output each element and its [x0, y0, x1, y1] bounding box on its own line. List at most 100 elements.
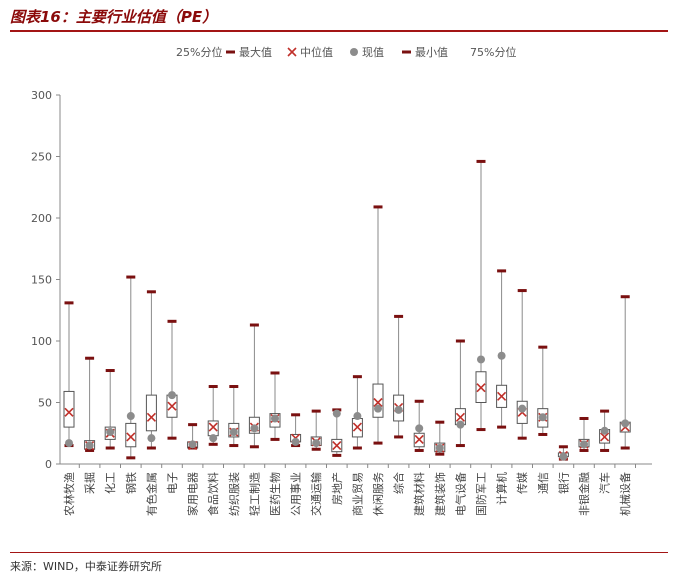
max-cap [620, 295, 630, 299]
current-value-dot [600, 426, 609, 435]
legend-label-current: 现值 [362, 46, 384, 59]
x-category-label: 非银金融 [577, 472, 591, 516]
min-cap [105, 446, 115, 450]
median-marker [126, 432, 136, 442]
iqr-box [145, 394, 157, 432]
x-category-label: 机械设备 [618, 472, 632, 516]
x-category-label: 家用电器 [186, 472, 200, 516]
current-value-dot [456, 420, 465, 429]
max-cap [249, 323, 259, 327]
min-cap [167, 436, 177, 440]
median-marker [208, 422, 218, 432]
max-cap [394, 314, 404, 318]
max-cap [600, 409, 610, 413]
x-category-label: 商业贸易 [350, 472, 364, 516]
chart-legend: 25%分位 最大值 中位值 现值 最小值 75%分位 [176, 45, 516, 59]
median-marker [373, 397, 383, 408]
max-cap [188, 423, 198, 427]
y-tick-label: 100 [31, 335, 52, 348]
max-cap [105, 369, 115, 373]
max-cap [435, 420, 445, 424]
x-category-label: 钢铁 [125, 472, 138, 494]
x-category-label: 建筑装饰 [433, 472, 447, 516]
current-value-dot [147, 434, 156, 443]
y-tick-label: 300 [31, 89, 52, 102]
min-cap [146, 446, 156, 450]
x-category-label: 有色金属 [144, 472, 158, 516]
median-marker [167, 401, 177, 411]
min-cap [455, 444, 465, 448]
x-category-label: 轻工制造 [247, 472, 261, 516]
x-category-label: 房地产 [330, 472, 344, 505]
y-tick-label: 0 [45, 458, 52, 471]
legend-current-symbol [350, 48, 358, 56]
max-cap [64, 301, 74, 305]
max-cap [476, 159, 486, 163]
current-value-dot [415, 424, 424, 433]
current-value-dot [518, 404, 527, 413]
chart-title: 图表16：主要行业估值（PE） [10, 8, 218, 26]
median-marker [64, 407, 74, 417]
y-tick-label: 50 [38, 397, 52, 410]
current-value-dot [353, 412, 362, 421]
current-value-dot [477, 355, 485, 364]
x-category-label: 综合 [392, 472, 406, 494]
x-category-label: 国防军工 [474, 472, 488, 516]
max-cap [291, 413, 301, 417]
min-cap [85, 448, 95, 452]
current-value-dot [250, 424, 259, 433]
max-cap [497, 269, 507, 273]
min-cap [517, 436, 527, 440]
legend-median-symbol [287, 47, 297, 57]
median-marker [352, 422, 362, 432]
title-rule [10, 30, 668, 32]
x-category-label: 电气设备 [453, 472, 467, 516]
min-cap [208, 442, 218, 446]
max-cap [579, 416, 589, 420]
iqr-box [125, 422, 137, 448]
y-tick-label: 200 [31, 212, 52, 225]
min-cap [600, 448, 610, 452]
current-value-dot [332, 409, 341, 418]
median-marker [497, 391, 507, 401]
current-value-dot [497, 351, 506, 360]
max-cap [538, 345, 548, 349]
x-category-label: 医药生物 [268, 472, 282, 516]
legend-label-q3: 75%分位 [470, 45, 516, 59]
min-cap [435, 452, 445, 456]
x-category-label: 采掘 [83, 472, 97, 494]
current-value-dot [168, 391, 176, 400]
x-category-label: 通信 [537, 472, 550, 494]
legend-label-min: 最小值 [415, 46, 448, 59]
current-value-dot [621, 419, 630, 428]
median-marker [414, 434, 424, 444]
max-cap [373, 205, 383, 209]
max-cap [126, 275, 136, 279]
current-value-dot [188, 440, 197, 449]
min-cap [126, 456, 136, 460]
iqr-box [63, 390, 75, 428]
max-cap [558, 445, 568, 449]
current-value-dot [85, 441, 94, 450]
max-cap [414, 399, 424, 403]
min-cap [332, 453, 342, 457]
axes: 0 50 100 150 200 250 300 农林牧渔 采掘 化工 钢铁 有色金属 电子 家用电器 食品… [31, 89, 652, 516]
max-cap [229, 385, 239, 389]
min-cap [352, 446, 362, 450]
min-cap [579, 448, 589, 452]
current-value-dot [271, 414, 279, 423]
y-tick-label: 250 [31, 151, 52, 164]
x-category-label: 化工 [103, 472, 117, 494]
max-cap [208, 385, 218, 389]
median-marker [146, 412, 156, 422]
median-marker [476, 383, 486, 393]
iqr-box [372, 383, 384, 418]
source-rule [10, 552, 668, 553]
current-value-dot [374, 404, 382, 413]
current-value-dot [106, 428, 115, 437]
min-cap [249, 445, 259, 449]
x-category-label: 农林牧渔 [62, 472, 76, 516]
current-value-dot [312, 439, 321, 448]
max-cap [455, 339, 465, 343]
current-value-dot [209, 434, 218, 443]
